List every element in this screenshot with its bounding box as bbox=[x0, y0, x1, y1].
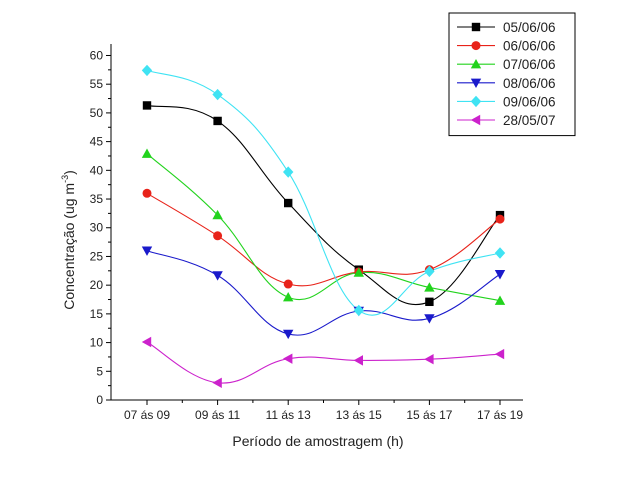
series-line-2 bbox=[146, 192, 501, 287]
series-markers bbox=[141, 64, 506, 388]
y-tick-label: 15 bbox=[90, 307, 104, 321]
data-point-series-3 bbox=[353, 267, 364, 277]
data-point-series-6 bbox=[212, 377, 222, 388]
data-point-series-3 bbox=[212, 209, 223, 220]
legend-label: 06/06/06 bbox=[503, 39, 556, 54]
data-point-series-3 bbox=[494, 295, 506, 305]
legend: 05/06/06 06/06/06 07/06/06 08/06/06 09/06/06… bbox=[448, 12, 576, 137]
legend-marker bbox=[471, 22, 481, 32]
data-point-series-5 bbox=[353, 304, 364, 317]
y-tick-label: 45 bbox=[90, 135, 104, 149]
series-line-3 bbox=[146, 153, 501, 302]
y-tick-label: 0 bbox=[96, 393, 103, 407]
data-point-series-6 bbox=[283, 353, 293, 364]
x-tick-label: 17 ás 19 bbox=[477, 408, 523, 422]
legend-box bbox=[448, 12, 576, 137]
data-point-series-1 bbox=[425, 297, 434, 307]
y-tick-label: 10 bbox=[90, 336, 104, 350]
y-axis-title-main: Concentração (ug m bbox=[61, 183, 77, 310]
data-point-series-3 bbox=[424, 282, 435, 292]
x-tick-label: 09 ás 11 bbox=[195, 408, 240, 422]
series-line-4 bbox=[146, 250, 501, 336]
series-line-1 bbox=[146, 104, 501, 306]
data-point-series-4 bbox=[283, 329, 294, 340]
data-point-series-4 bbox=[494, 270, 506, 280]
data-point-series-5 bbox=[424, 265, 435, 278]
data-point-series-5 bbox=[141, 64, 153, 77]
y-tick-label: 40 bbox=[90, 163, 104, 177]
legend-marker bbox=[470, 95, 482, 108]
axes: 0 5 10 15 20 25 30 35 40 45 50 55 60 07 ás 09 09 ás 11… bbox=[90, 44, 523, 422]
data-point-series-1 bbox=[142, 101, 152, 110]
data-point-series-2 bbox=[142, 188, 152, 198]
y-tick-label: 35 bbox=[90, 192, 104, 206]
legend-marker bbox=[470, 114, 481, 126]
legend-label: 07/06/06 bbox=[503, 57, 556, 72]
data-point-series-6 bbox=[494, 348, 505, 360]
data-point-series-2 bbox=[213, 231, 223, 241]
x-axis-title: Período de amostragem (h) bbox=[232, 433, 403, 449]
y-tick-label: 20 bbox=[90, 278, 104, 292]
data-point-series-4 bbox=[424, 314, 435, 324]
data-point-series-3 bbox=[283, 292, 294, 302]
data-point-series-6 bbox=[353, 355, 363, 366]
x-tick-label: 15 ás 17 bbox=[406, 408, 452, 422]
y-tick-label: 50 bbox=[90, 106, 104, 120]
y-axis-title: Concentração (ug m-3) bbox=[60, 170, 77, 310]
y-axis-title-sup: -3 bbox=[60, 175, 70, 183]
y-tick-label: 5 bbox=[96, 364, 103, 378]
data-point-series-2 bbox=[283, 279, 293, 289]
data-point-series-5 bbox=[283, 166, 294, 178]
data-point-series-5 bbox=[494, 247, 506, 259]
series-line-6 bbox=[146, 341, 501, 384]
series-lines bbox=[146, 69, 501, 384]
y-tick-label: 60 bbox=[90, 48, 104, 62]
data-point-series-6 bbox=[424, 354, 434, 365]
legend-marker bbox=[470, 78, 482, 88]
y-tick-label: 55 bbox=[90, 77, 104, 91]
data-point-series-3 bbox=[141, 148, 153, 158]
legend-label: 28/05/07 bbox=[503, 113, 556, 128]
x-tick-label: 07 ás 09 bbox=[124, 408, 170, 422]
data-point-series-4 bbox=[141, 246, 153, 256]
x-tick-label: 13 ás 15 bbox=[336, 408, 382, 422]
legend-label: 08/06/06 bbox=[503, 76, 556, 91]
data-point-series-1 bbox=[213, 116, 222, 126]
y-tick-label: 30 bbox=[90, 221, 104, 235]
data-point-series-2 bbox=[495, 214, 505, 224]
legend-label: 09/06/06 bbox=[503, 94, 556, 109]
data-point-series-1 bbox=[284, 198, 293, 208]
data-point-series-5 bbox=[212, 88, 223, 101]
data-point-series-4 bbox=[212, 271, 223, 281]
x-tick-label: 11 ás 13 bbox=[266, 408, 311, 422]
y-tick-label: 25 bbox=[90, 249, 104, 263]
legend-marker bbox=[470, 59, 482, 69]
series-line-5 bbox=[146, 69, 501, 316]
legend-label: 05/06/06 bbox=[503, 20, 556, 35]
y-axis-title-close: ) bbox=[61, 170, 77, 175]
data-point-series-6 bbox=[141, 336, 152, 348]
legend-marker bbox=[471, 41, 481, 51]
